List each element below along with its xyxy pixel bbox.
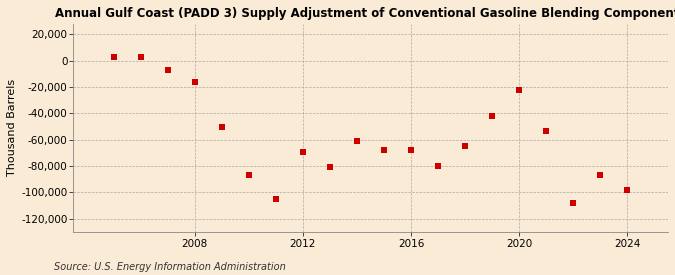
- Point: [622, 188, 633, 192]
- Point: [514, 87, 524, 92]
- Text: Source: U.S. Energy Information Administration: Source: U.S. Energy Information Administ…: [54, 262, 286, 272]
- Point: [595, 173, 606, 177]
- Point: [135, 55, 146, 60]
- Title: Annual Gulf Coast (PADD 3) Supply Adjustment of Conventional Gasoline Blending C: Annual Gulf Coast (PADD 3) Supply Adjust…: [55, 7, 675, 20]
- Point: [379, 148, 389, 152]
- Point: [352, 139, 362, 143]
- Point: [244, 173, 254, 177]
- Point: [298, 149, 308, 154]
- Y-axis label: Thousand Barrels: Thousand Barrels: [7, 79, 17, 177]
- Point: [108, 55, 119, 60]
- Point: [162, 68, 173, 72]
- Point: [433, 164, 443, 168]
- Point: [190, 79, 200, 84]
- Point: [217, 124, 227, 129]
- Point: [271, 197, 281, 201]
- Point: [406, 148, 416, 152]
- Point: [325, 165, 335, 170]
- Point: [460, 144, 470, 148]
- Point: [487, 114, 497, 118]
- Point: [541, 128, 551, 133]
- Point: [568, 201, 578, 205]
